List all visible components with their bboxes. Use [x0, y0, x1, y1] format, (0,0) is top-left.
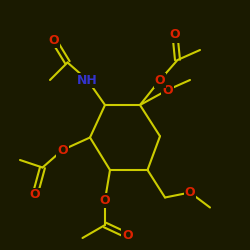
Text: O: O: [30, 188, 40, 202]
Text: O: O: [170, 28, 180, 42]
Text: O: O: [48, 34, 59, 46]
Text: O: O: [100, 194, 110, 206]
Text: O: O: [155, 74, 165, 86]
Text: O: O: [162, 84, 173, 96]
Text: O: O: [57, 144, 68, 156]
Text: O: O: [185, 186, 195, 199]
Text: O: O: [122, 229, 133, 242]
Text: NH: NH: [77, 74, 98, 86]
